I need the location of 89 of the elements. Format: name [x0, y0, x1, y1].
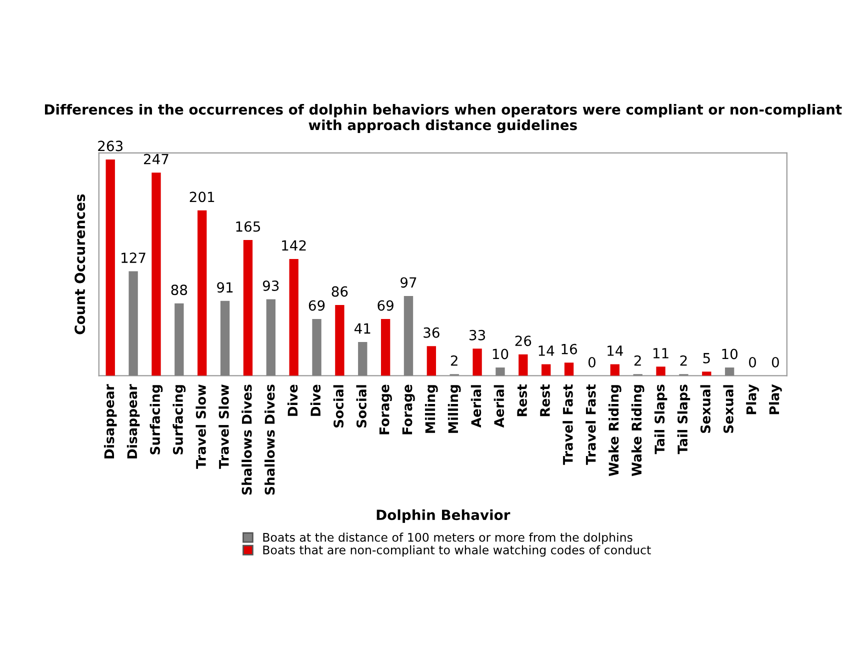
x-tick-label: Rest [540, 384, 550, 416]
data-label: 93 [262, 280, 279, 291]
data-label: 0 [588, 356, 596, 368]
bar [472, 348, 482, 376]
data-label: 69 [308, 300, 325, 311]
x-tick-label: Social [333, 385, 344, 428]
x-tick-label: Dive [287, 384, 298, 416]
x-tick-label: Travel Slow [218, 384, 229, 469]
bar [656, 366, 666, 376]
x-tick-label: Shallows Dives [264, 384, 275, 495]
bar [335, 305, 344, 376]
data-label: 16 [562, 344, 577, 354]
x-tick-label: Play [746, 384, 759, 414]
data-label: 247 [144, 154, 168, 164]
data-label: 36 [424, 327, 440, 338]
x-tick-label: Disappear [104, 384, 117, 458]
bar [610, 364, 620, 376]
x-tick-label: Aerial [470, 385, 482, 428]
bar [542, 364, 551, 376]
x-tick-label: Surfacing [150, 385, 163, 454]
bar [289, 258, 298, 376]
x-tick-label: Social [356, 385, 366, 428]
data-label: 97 [400, 277, 416, 288]
data-label: 10 [492, 348, 508, 360]
data-label: 2 [634, 355, 641, 366]
x-tick-label: Milling [448, 385, 461, 433]
bar [128, 271, 138, 376]
legend-label: Boats at the distance of 100 meters or more from the dolphins [263, 532, 632, 544]
legend-label: Boats that are non-compliant to whale watching codes of conduct [263, 545, 651, 557]
data-label: 142 [282, 240, 306, 251]
data-label: 14 [608, 346, 623, 356]
x-tick-label: Sexual [723, 385, 734, 433]
y-axis-title: Count Occurences [74, 194, 86, 334]
bar [404, 296, 414, 376]
x-tick-label: Dive [310, 384, 321, 416]
data-label: 165 [236, 221, 260, 232]
bar [106, 159, 115, 376]
bar [564, 362, 574, 376]
x-tick-label: Shallows Dives [242, 384, 252, 495]
data-label: 10 [722, 348, 738, 360]
x-tick-label: Wake Riding [608, 385, 622, 476]
x-tick-label: Aerial [494, 385, 504, 428]
bar [702, 372, 712, 376]
x-tick-label: Surfacing [172, 385, 186, 454]
bar [358, 342, 368, 376]
x-tick-label: Tail Slaps [677, 384, 690, 454]
x-tick-label: Forage [402, 384, 415, 434]
x-tick-label: Wake Riding [631, 385, 644, 476]
bar [266, 299, 276, 376]
x-tick-label: Travel Fast [562, 384, 573, 465]
bar [152, 172, 161, 376]
bar [243, 240, 253, 376]
x-axis-title: Dolphin Behavior [376, 509, 510, 523]
bar [496, 368, 505, 376]
data-label: 2 [450, 355, 458, 366]
data-label: 127 [122, 252, 146, 263]
x-tick-label: Travel Fast [586, 384, 596, 465]
bar [380, 318, 390, 376]
data-label: 91 [217, 282, 233, 293]
data-label: 14 [538, 346, 554, 356]
data-label: 41 [354, 323, 370, 334]
bar [312, 318, 322, 376]
data-label: 69 [378, 300, 394, 311]
x-tick-label: Milling [424, 385, 438, 433]
data-label: 33 [470, 330, 486, 340]
bar [724, 368, 734, 376]
data-label: 5 [703, 353, 710, 364]
bar [426, 346, 436, 376]
bar [198, 210, 207, 376]
data-label: 0 [772, 356, 779, 368]
x-tick-label: Disappear [126, 384, 140, 458]
x-tick-label: Sexual [700, 385, 710, 433]
data-label: 2 [680, 355, 687, 366]
x-tick-label: Play [768, 384, 782, 414]
chart-title: Differences in the occurrences of dolphin behaviors when operators were compliant or non-compliant with approach distance guidelines [44, 104, 842, 134]
data-label: 201 [190, 192, 214, 202]
data-label: 11 [653, 348, 668, 358]
x-tick-label: Travel Slow [196, 384, 206, 469]
data-label: 86 [332, 286, 348, 297]
bar [220, 300, 230, 376]
bar [174, 303, 184, 376]
x-tick-label: Tail Slaps [654, 384, 668, 454]
data-label: 26 [515, 336, 532, 346]
data-label: 88 [171, 284, 188, 296]
x-tick-label: Forage [379, 384, 392, 434]
data-label: 263 [98, 140, 123, 152]
data-label: 0 [748, 356, 756, 368]
bar [518, 354, 528, 376]
x-tick-label: Rest [517, 384, 527, 416]
